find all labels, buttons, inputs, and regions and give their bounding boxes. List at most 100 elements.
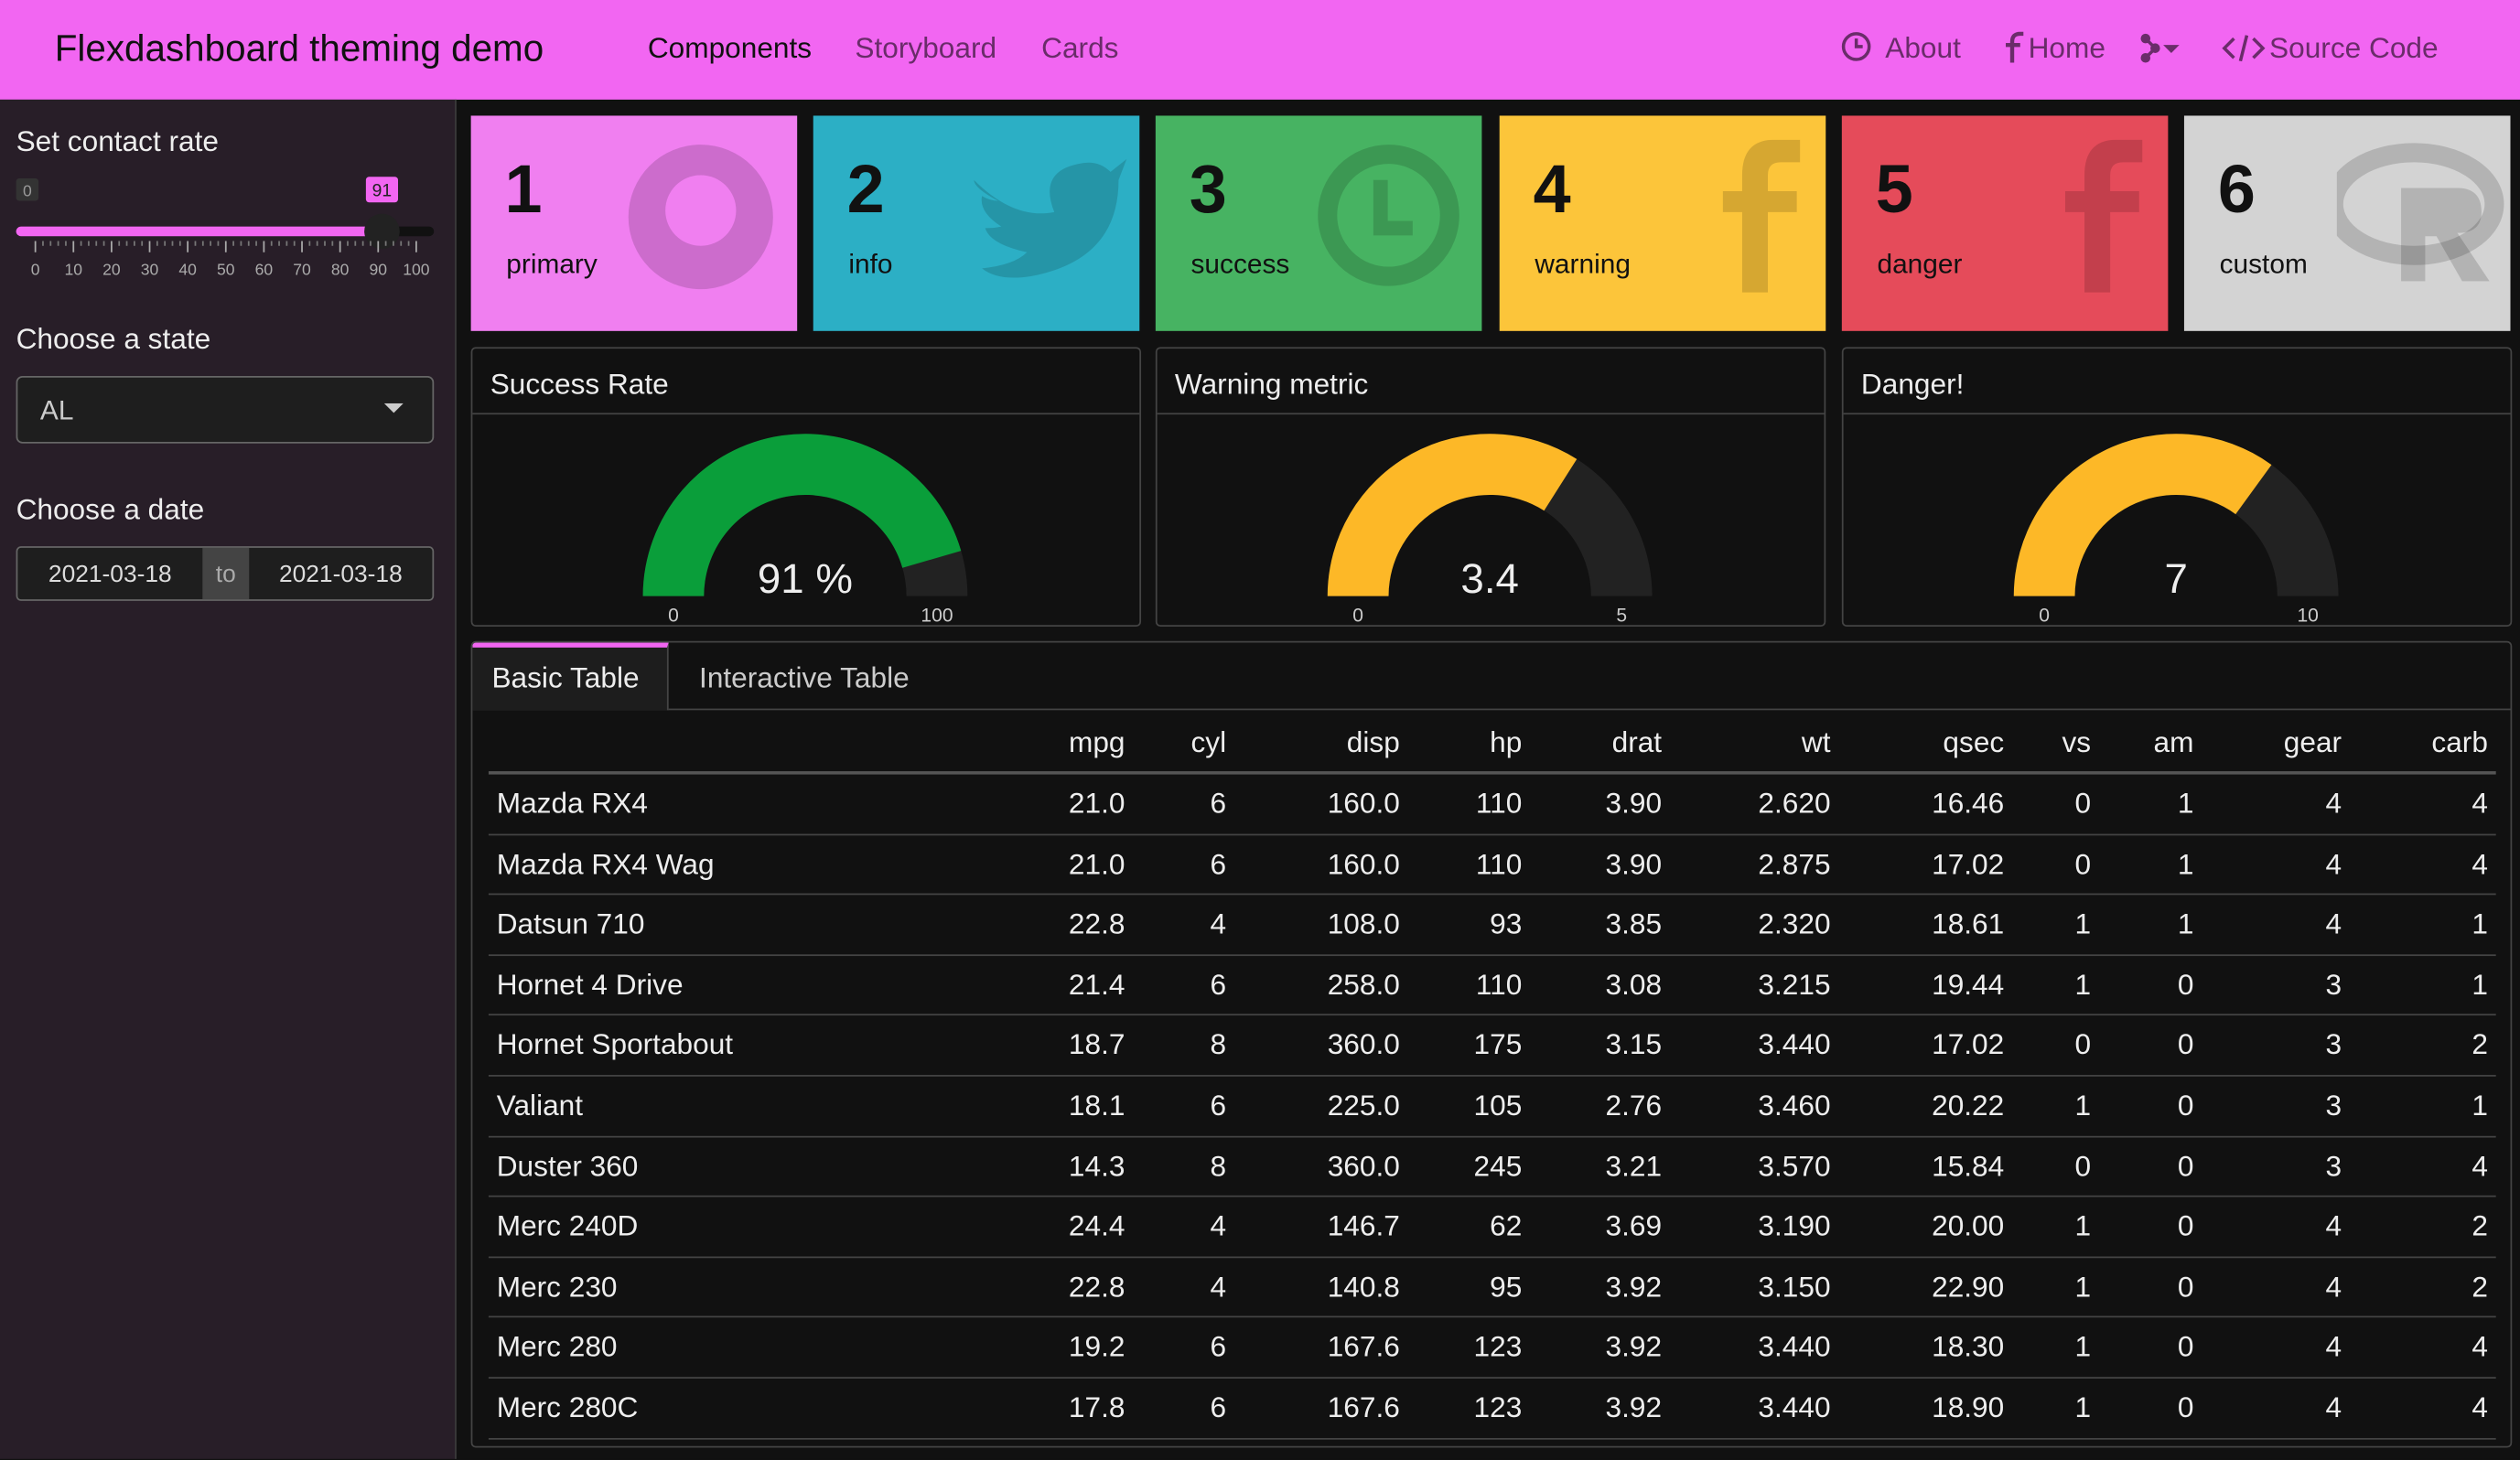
gauge-label: 91 % — [758, 555, 853, 602]
table-cell: 0 — [2177, 1270, 2194, 1304]
icon-shape — [2064, 139, 2143, 293]
table-cell: 3.92 — [1605, 1270, 1663, 1304]
slider-tick-label: 0 — [31, 260, 40, 278]
value-box-value: 1 — [504, 151, 543, 227]
table-cell: 3.90 — [1605, 787, 1663, 820]
table-cell: 4 — [2325, 1330, 2342, 1364]
table-cell: 18.7 — [1068, 1028, 1125, 1061]
value-box-icon — [2336, 143, 2504, 282]
value-box: 3 success — [1155, 115, 1482, 331]
value-box-value: 2 — [846, 151, 885, 227]
table-row-rule — [488, 1316, 2496, 1318]
table-cell: 3 — [2325, 968, 2342, 1001]
share-dot — [2140, 33, 2151, 44]
slider-tick-label: 80 — [331, 260, 350, 278]
slider-value-label: 91 — [372, 181, 392, 200]
table-cell: 4 — [2472, 847, 2488, 880]
table-cell: 4 — [2472, 1330, 2488, 1364]
slider: 0 91 0 10 20 30 40 50 60 70 80 90 100 — [16, 177, 435, 278]
table-cell: 22.8 — [1068, 907, 1125, 940]
table-cell: 1 — [2074, 1330, 2092, 1364]
tab[interactable]: Basic Table — [491, 661, 640, 694]
value-box-caption: danger — [1877, 249, 1963, 280]
table-cell: 19.2 — [1068, 1330, 1125, 1364]
table-cell: 4 — [2472, 787, 2488, 820]
slider-fill — [16, 226, 382, 237]
table-cell: 0 — [2074, 1028, 2092, 1061]
tab[interactable]: Interactive Table — [699, 661, 910, 694]
table-cell: 1 — [2074, 907, 2092, 940]
icon-hand — [1373, 179, 1413, 236]
table-cell: 20.22 — [1932, 1089, 2005, 1122]
nav-link[interactable]: About — [1885, 32, 1961, 65]
table-cell: 3.15 — [1605, 1028, 1663, 1061]
table-header: vs — [2062, 725, 2092, 759]
table-cell: 6 — [1210, 847, 1227, 880]
state-select[interactable]: AL — [16, 375, 435, 444]
table-cell: 3.440 — [1758, 1391, 1831, 1424]
table-header: gear — [2283, 725, 2342, 759]
gauge-max: 100 — [921, 606, 953, 626]
value-box: 1 primary — [470, 115, 798, 331]
table-cell: 3.215 — [1758, 968, 1831, 1001]
gauge-value-arc — [1327, 434, 1578, 596]
table-cell: 0 — [2177, 1149, 2194, 1182]
date-start[interactable]: 2021-03-18 — [48, 560, 172, 588]
date-end[interactable]: 2021-03-18 — [278, 560, 403, 588]
table-cell: 225.0 — [1327, 1089, 1400, 1122]
input-label: Choose a state — [16, 323, 211, 356]
table-cell: 3.69 — [1605, 1209, 1663, 1243]
nav-link[interactable]: Cards — [1041, 32, 1119, 65]
table-cell: 3.92 — [1605, 1330, 1663, 1364]
table-cell: 3 — [2325, 1149, 2342, 1182]
table-cell: 22.90 — [1932, 1270, 2005, 1304]
slider-tick-label: 70 — [293, 260, 311, 278]
slider-min-label: 0 — [23, 181, 32, 199]
gauge: 3.4 0 5 — [1327, 434, 1653, 626]
table-cell: 6 — [1210, 1330, 1227, 1364]
table-cell: 1 — [2074, 1209, 2092, 1243]
value-box-icon — [2064, 139, 2143, 293]
table-cell: 6 — [1210, 968, 1227, 1001]
table-cell: 2.76 — [1605, 1089, 1663, 1122]
nav-link[interactable]: Source Code — [2269, 32, 2439, 65]
table-cell: 2 — [2472, 1209, 2488, 1243]
table-cell: 3.85 — [1605, 907, 1663, 940]
value-box-caption: info — [848, 249, 893, 280]
gauge-label: 3.4 — [1460, 555, 1518, 602]
table-cell: 6 — [1210, 787, 1227, 820]
gauge-max: 5 — [1616, 606, 1627, 626]
nav-link[interactable]: Storyboard — [855, 32, 997, 65]
table-cell: 4 — [2472, 1391, 2488, 1424]
nav-link[interactable]: Home — [2028, 32, 2105, 65]
table-cell: 110 — [1475, 787, 1523, 820]
table-cell: 2.320 — [1758, 907, 1831, 940]
gauge-min: 0 — [668, 606, 679, 626]
table-cell: 3 — [2325, 1028, 2342, 1061]
table-cell: 1 — [2074, 968, 2092, 1001]
table-cell: 24.4 — [1068, 1209, 1125, 1243]
input-label: Set contact rate — [16, 124, 220, 158]
table-cell: Merc 280C — [496, 1391, 639, 1424]
slider-tick-label: 20 — [102, 260, 121, 278]
table-cell: 1 — [2472, 968, 2488, 1001]
table-cell: Datsun 710 — [496, 907, 645, 940]
table-header: disp — [1346, 725, 1400, 759]
table-cell: 4 — [2325, 1270, 2342, 1304]
table-cell: 1 — [2472, 907, 2488, 940]
table-header: am — [2153, 725, 2194, 759]
caret — [383, 403, 404, 413]
table-cell: 258.0 — [1327, 968, 1400, 1001]
nav-link[interactable]: Components — [647, 32, 813, 65]
select-value: AL — [39, 395, 74, 426]
icon-letter — [2401, 188, 2490, 282]
table-cell: 95 — [1490, 1270, 1523, 1304]
value-box-value: 5 — [1875, 151, 1913, 227]
table-header: carb — [2431, 725, 2488, 759]
table-row-rule — [488, 1377, 2496, 1379]
table-cell: 0 — [2177, 1089, 2194, 1122]
table-cell: 19.44 — [1932, 968, 2005, 1001]
table-cell: 140.8 — [1327, 1270, 1400, 1304]
table-cell: 21.4 — [1068, 968, 1125, 1001]
